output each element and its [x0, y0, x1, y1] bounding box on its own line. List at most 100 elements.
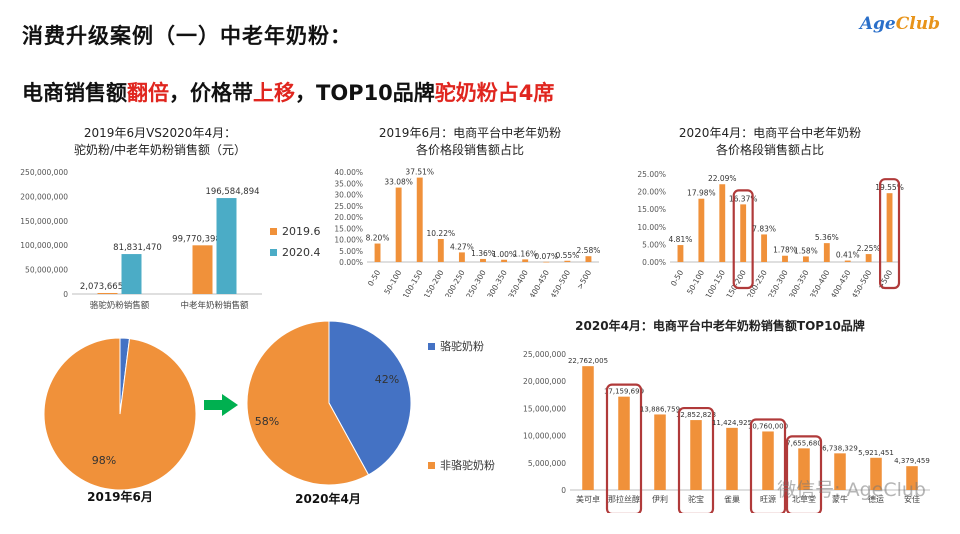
legend-label: 2019.6 — [282, 225, 321, 238]
data-label: 10.22% — [427, 229, 456, 238]
data-label: 0.41% — [836, 251, 860, 260]
bar — [886, 193, 893, 262]
x-tick-label: 450-500 — [850, 268, 874, 297]
bar — [844, 260, 851, 262]
data-label: 99,770,398 — [172, 234, 221, 244]
brand-logo: AgeClub — [860, 14, 940, 34]
top10-title: 2020年4月：电商平台中老年奶粉销售额TOP10品牌 — [575, 319, 865, 333]
x-tick-label: 0-50 — [366, 268, 382, 287]
x-tick-label: 安佳 — [904, 494, 920, 504]
y-tick-label: 25,000,000 — [523, 350, 566, 359]
data-label: 1.78% — [773, 246, 797, 255]
bar — [761, 234, 768, 262]
legend-swatch — [428, 461, 435, 469]
bar — [798, 448, 810, 490]
headline-part: ，TOP10品牌 — [295, 81, 435, 105]
sales-compare-title: 2019年6月VS2020年4月： 驼奶粉/中老年奶粉销售额（元） — [40, 125, 280, 159]
y-tick-label: 150,000,000 — [20, 217, 68, 226]
pie-2020-caption: 2020年4月 — [295, 492, 361, 506]
highlight-box — [785, 435, 823, 513]
data-label: 1.00% — [492, 250, 516, 259]
x-tick-label: 北草堂 — [792, 494, 816, 504]
bar — [690, 420, 702, 490]
sales-compare-legend: 2019.6 2020.4 — [270, 225, 321, 259]
data-label: 196,584,894 — [205, 187, 259, 197]
headline-part: 电商销售额 — [22, 81, 127, 105]
y-tick-label: 0 — [561, 486, 566, 495]
legend-item-2020: 2020.4 — [270, 246, 321, 259]
pie-legend: 骆驼奶粉 非骆驼奶粉 — [428, 338, 495, 473]
y-tick-label: 0 — [63, 290, 68, 299]
x-tick-label: 那拉丝醇 — [608, 494, 640, 504]
bar — [585, 256, 592, 262]
legend-item-2019: 2019.6 — [270, 225, 321, 238]
brand-logo-club: Club — [895, 14, 940, 34]
x-tick-label: >500 — [575, 268, 593, 291]
price-2019-title: 2019年6月：电商平台中老年奶粉 各价格段销售额占比 — [340, 125, 600, 159]
pie-2019-chart: 2%98% — [43, 337, 197, 490]
headline-highlight: 驼奶粉占4席 — [434, 81, 555, 105]
bar — [726, 427, 738, 490]
x-tick-label: 300-350 — [787, 268, 811, 297]
bar — [501, 259, 508, 262]
bar — [416, 177, 423, 262]
data-label: 33.08% — [384, 178, 413, 187]
data-label: 17.98% — [687, 189, 716, 198]
bar — [522, 259, 529, 262]
bar — [395, 187, 402, 262]
data-label: 19.55% — [875, 183, 904, 192]
bar — [97, 292, 118, 294]
bar — [458, 252, 465, 262]
bar — [374, 243, 381, 262]
pie-2020-chart: 42% 58% — [246, 320, 412, 486]
bar — [654, 414, 666, 490]
y-tick-label: 5,000,000 — [528, 459, 566, 468]
y-tick-label: 35.00% — [334, 179, 363, 188]
y-tick-label: 100,000,000 — [20, 241, 68, 250]
sales-compare-title-line2: 驼奶粉/中老年奶粉销售额（元） — [73, 143, 247, 157]
x-tick-label: 350-400 — [506, 268, 530, 297]
bar — [121, 254, 142, 294]
y-tick-label: 5.00% — [339, 247, 363, 256]
price-2020-title-line1: 2020年4月：电商平台中老年奶粉 — [678, 126, 862, 140]
x-tick-label: 250-300 — [464, 268, 488, 297]
highlight-box — [878, 178, 901, 290]
x-tick-label: 350-400 — [808, 268, 832, 297]
data-label: 4,379,459 — [894, 457, 930, 465]
bar — [564, 260, 571, 262]
data-label: 17,159,699 — [604, 388, 644, 396]
legend-swatch — [428, 342, 435, 350]
data-label: 2,073,665 — [80, 282, 123, 292]
y-tick-label: 10.00% — [637, 223, 666, 232]
right-arrow-icon — [204, 394, 238, 416]
y-tick-label: 200,000,000 — [20, 192, 68, 201]
y-tick-label: 15.00% — [334, 224, 363, 233]
highlight-box — [605, 383, 643, 513]
headline-highlight: 上移 — [253, 81, 295, 105]
slide-title: 消费升级案例（一）中老年奶粉： — [22, 24, 352, 48]
y-tick-label: 50,000,000 — [25, 266, 68, 275]
data-label: 11,424,925 — [712, 419, 752, 427]
bar — [192, 245, 213, 294]
bar — [782, 255, 788, 262]
data-label: 22,762,005 — [568, 357, 608, 365]
x-tick-label: 伊利 — [652, 494, 668, 504]
pie-label: 42% — [375, 373, 399, 386]
watermark: 微信号: AgeClub — [777, 479, 926, 501]
data-label: 8.20% — [366, 234, 390, 243]
top10-chart: 0 5,000,000 10,000,000 15,000,000 20,000,000… — [523, 350, 930, 513]
x-tick-label: 雀巢 — [724, 494, 740, 504]
x-tick-label: 150-200 — [724, 268, 748, 297]
bar — [618, 396, 630, 490]
data-label: 0.07% — [534, 252, 558, 261]
bar — [823, 243, 830, 262]
y-tick-label: 0.00% — [339, 258, 363, 267]
x-tick-label: 200-250 — [745, 268, 769, 297]
price-2020-chart: 0.00% 5.00% 10.00% 15.00% 20.00% 25.00% 4.81% 0… — [637, 170, 904, 297]
data-label: 81,831,470 — [113, 243, 162, 253]
pie-slice — [246, 320, 370, 486]
y-tick-label: 25.00% — [637, 170, 666, 179]
bar — [719, 184, 726, 262]
y-tick-label: 40.00% — [334, 168, 363, 177]
x-tick-label: 蒙牛 — [832, 494, 848, 504]
